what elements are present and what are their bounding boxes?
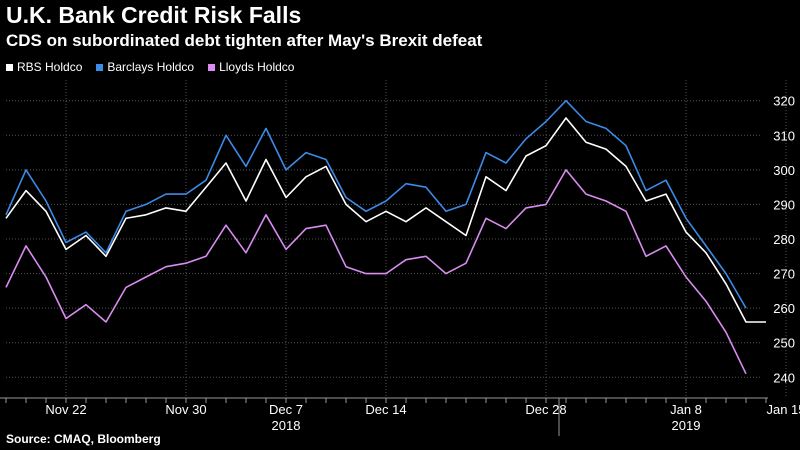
chart-title: U.K. Bank Credit Risk Falls <box>6 2 302 28</box>
y-tick-label: 320 <box>773 94 795 109</box>
y-tick-label: 240 <box>773 370 795 385</box>
y-tick-label: 250 <box>773 336 795 351</box>
legend-item-barclays: Barclays Holdco <box>96 60 194 74</box>
legend-label-barclays: Barclays Holdco <box>107 60 195 74</box>
series-line-barclays <box>5 99 747 309</box>
x-tick-label: Dec 28 <box>525 402 566 417</box>
x-tick-label: Nov 30 <box>165 402 206 417</box>
x-tick-label: Nov 22 <box>45 402 86 417</box>
year-label: 2019 <box>672 418 701 433</box>
y-tick-label: 270 <box>773 267 795 282</box>
series-layer <box>5 99 766 375</box>
legend-item-rbs: RBS Holdco <box>6 60 82 74</box>
x-tick-label: Dec 14 <box>365 402 406 417</box>
year-label: 2018 <box>272 418 301 433</box>
axis-layer: 240 250 260 270 280 290 300 310 320 Nov 22 Nov 30 D… <box>0 94 800 436</box>
y-tick-label: 290 <box>773 197 795 212</box>
source-note: Source: CMAQ, Bloomberg <box>6 432 161 446</box>
x-tick-label: Jan 15 <box>766 402 800 417</box>
grid-layer <box>6 80 787 398</box>
legend-swatch-rbs <box>6 63 13 71</box>
legend-swatch-lloyds <box>208 63 216 71</box>
chart-subtitle: CDS on subordinated debt tighten after M… <box>6 31 483 50</box>
series-line-rbs <box>5 117 766 323</box>
legend-label-lloyds: Lloyds Holdco <box>219 60 295 74</box>
y-tick-label: 280 <box>773 232 795 247</box>
y-tick-label: 300 <box>773 163 795 178</box>
series-line-lloyds <box>5 169 747 375</box>
legend-item-lloyds: Lloyds Holdco <box>208 60 294 74</box>
legend-swatch-barclays <box>96 63 104 71</box>
y-tick-label: 260 <box>773 301 795 316</box>
legend-label-rbs: RBS Holdco <box>17 60 83 74</box>
legend: RBS Holdco Barclays Holdco Lloyds Holdco <box>6 60 294 74</box>
x-tick-label: Dec 7 <box>269 402 303 417</box>
y-tick-label: 310 <box>773 128 795 143</box>
x-tick-label: Jan 8 <box>670 402 702 417</box>
